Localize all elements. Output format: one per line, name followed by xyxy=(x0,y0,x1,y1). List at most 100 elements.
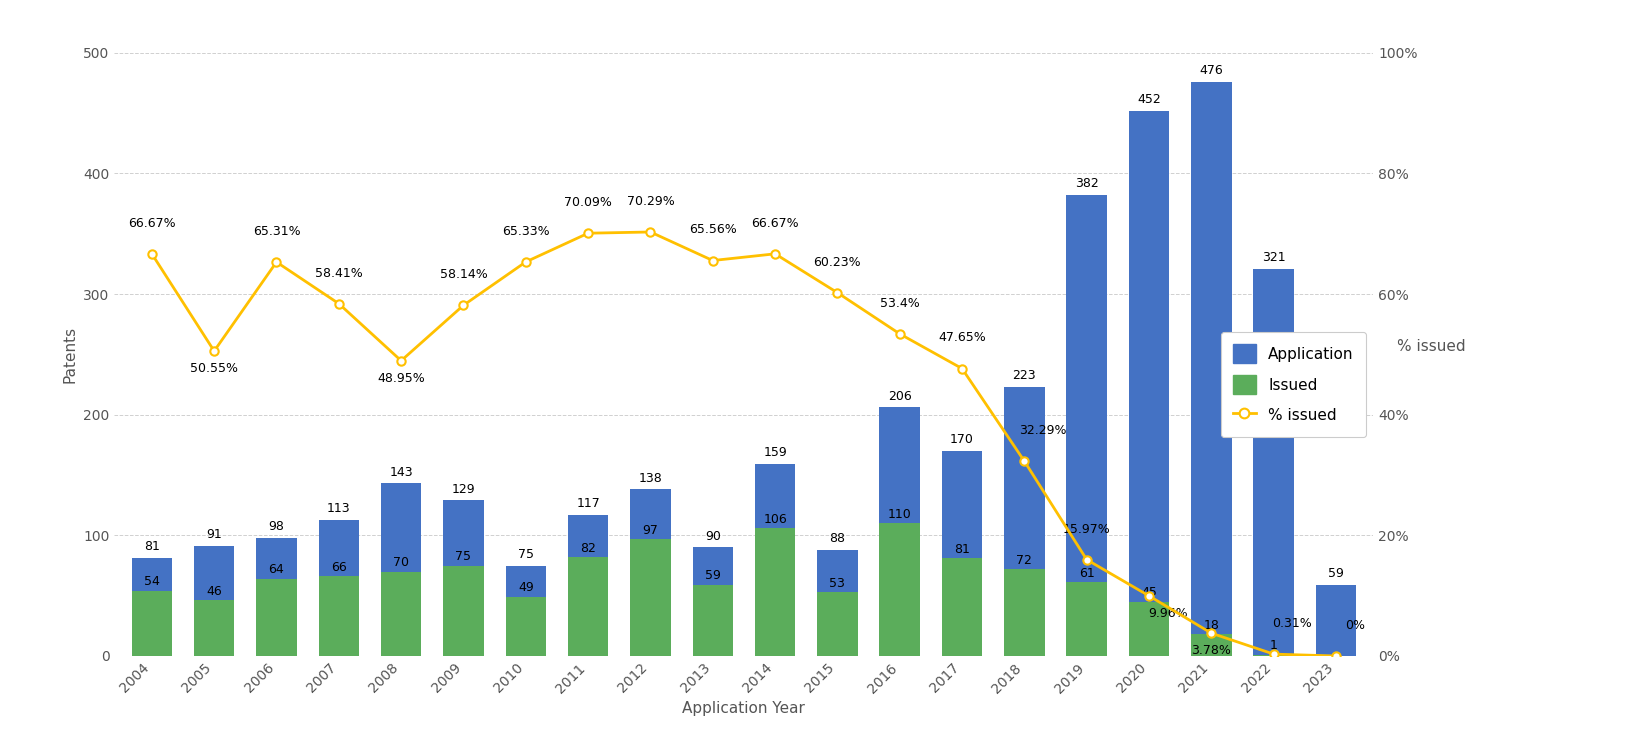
Text: 47.65%: 47.65% xyxy=(938,332,986,345)
Text: 129: 129 xyxy=(451,483,476,495)
Text: 32.29%: 32.29% xyxy=(1019,424,1066,437)
Text: 88: 88 xyxy=(829,532,845,545)
Bar xyxy=(381,483,422,656)
Text: 223: 223 xyxy=(1012,369,1037,382)
Text: 476: 476 xyxy=(1200,64,1223,77)
Y-axis label: % issued: % issued xyxy=(1398,339,1467,354)
Bar xyxy=(942,451,983,656)
Text: 81: 81 xyxy=(144,541,160,553)
Text: 91: 91 xyxy=(206,529,222,541)
% issued xyxy=(827,288,847,297)
% issued xyxy=(1077,555,1097,564)
Text: 50.55%: 50.55% xyxy=(190,362,239,375)
Bar xyxy=(381,572,422,656)
Bar xyxy=(629,489,670,656)
Text: 170: 170 xyxy=(950,433,974,446)
X-axis label: Application Year: Application Year xyxy=(682,701,806,716)
Text: 58.41%: 58.41% xyxy=(316,266,363,280)
Text: 60.23%: 60.23% xyxy=(814,256,862,268)
Bar xyxy=(195,600,234,656)
Text: 72: 72 xyxy=(1017,553,1032,567)
% issued xyxy=(267,258,286,267)
Bar xyxy=(505,566,546,656)
% issued xyxy=(329,299,348,308)
Bar xyxy=(319,576,360,656)
Bar xyxy=(629,539,670,656)
% issued xyxy=(1202,629,1221,638)
Text: 54: 54 xyxy=(144,575,160,588)
Text: 110: 110 xyxy=(888,508,912,521)
Text: 382: 382 xyxy=(1074,177,1099,190)
Text: 66.67%: 66.67% xyxy=(750,216,800,230)
Bar xyxy=(1004,569,1045,656)
Bar xyxy=(1254,654,1293,656)
Text: 9.96%: 9.96% xyxy=(1148,607,1187,620)
Bar xyxy=(567,557,608,656)
Text: 97: 97 xyxy=(643,523,659,537)
Text: 59: 59 xyxy=(1328,567,1344,580)
Bar xyxy=(195,546,234,656)
Bar xyxy=(693,585,732,656)
Text: 66.67%: 66.67% xyxy=(128,216,175,230)
Text: 0%: 0% xyxy=(1344,619,1365,632)
Bar xyxy=(319,520,360,656)
Text: 58.14%: 58.14% xyxy=(440,268,487,281)
Text: 138: 138 xyxy=(639,472,662,485)
Text: 15.97%: 15.97% xyxy=(1063,523,1110,535)
% issued xyxy=(204,347,224,356)
Bar xyxy=(1192,81,1231,656)
Y-axis label: Patents: Patents xyxy=(62,326,77,383)
Text: 45: 45 xyxy=(1141,587,1158,599)
Bar xyxy=(567,515,608,656)
Text: 82: 82 xyxy=(580,541,597,555)
Legend: Application, Issued, % issued: Application, Issued, % issued xyxy=(1221,333,1365,437)
Bar xyxy=(1066,195,1107,656)
Text: 90: 90 xyxy=(705,529,721,543)
Text: 113: 113 xyxy=(327,502,350,515)
Bar xyxy=(257,579,296,656)
Text: 49: 49 xyxy=(518,581,533,594)
Text: 18: 18 xyxy=(1203,619,1220,632)
Bar xyxy=(443,566,484,656)
Text: 452: 452 xyxy=(1138,93,1161,106)
% issued xyxy=(765,250,785,259)
Bar xyxy=(1066,582,1107,656)
Bar xyxy=(693,547,732,656)
Text: 98: 98 xyxy=(268,520,284,533)
Bar xyxy=(1192,634,1231,656)
Text: 159: 159 xyxy=(764,446,786,459)
% issued xyxy=(1264,650,1283,659)
Bar xyxy=(443,501,484,656)
Text: 75: 75 xyxy=(518,547,533,561)
Bar xyxy=(818,592,858,656)
Text: 65.31%: 65.31% xyxy=(253,225,301,238)
Text: 59: 59 xyxy=(705,569,721,582)
Bar xyxy=(131,558,172,656)
Text: 70.29%: 70.29% xyxy=(626,195,674,208)
Text: 64: 64 xyxy=(268,563,284,576)
Line: % issued: % issued xyxy=(147,228,1341,661)
Text: 117: 117 xyxy=(576,497,600,510)
Bar xyxy=(1316,585,1357,656)
% issued xyxy=(391,356,410,365)
Bar xyxy=(880,523,921,656)
Text: 48.95%: 48.95% xyxy=(378,372,425,385)
Text: 321: 321 xyxy=(1262,251,1285,264)
Text: 65.56%: 65.56% xyxy=(688,223,737,237)
Text: 53.4%: 53.4% xyxy=(880,297,919,310)
Text: 65.33%: 65.33% xyxy=(502,225,549,238)
% issued xyxy=(1140,591,1159,600)
Bar xyxy=(131,591,172,656)
Bar xyxy=(818,550,858,656)
% issued xyxy=(517,257,536,266)
Bar xyxy=(257,538,296,656)
Text: 3.78%: 3.78% xyxy=(1192,645,1231,657)
Text: 206: 206 xyxy=(888,390,912,403)
% issued xyxy=(142,250,162,259)
Bar xyxy=(755,528,795,656)
Text: 1: 1 xyxy=(1270,639,1277,652)
% issued xyxy=(453,301,473,310)
Text: 61: 61 xyxy=(1079,567,1094,580)
Text: 70: 70 xyxy=(392,556,409,569)
Text: 66: 66 xyxy=(330,561,347,574)
